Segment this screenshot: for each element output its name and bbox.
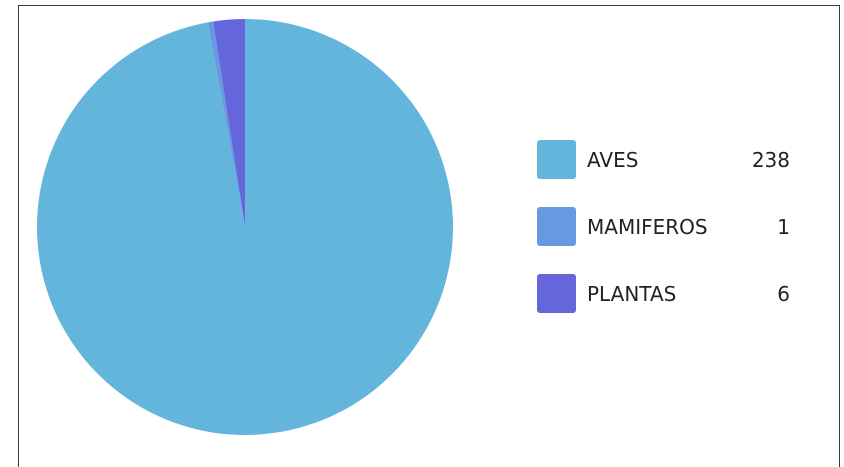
legend-value-plantas: 6 [777,282,790,306]
legend-label-plantas: PLANTAS [587,282,676,306]
pie-slice-mamiferos[interactable] [207,21,245,227]
legend-value-mamiferos: 1 [777,215,790,239]
legend-swatch-aves[interactable] [537,140,576,179]
legend-swatch-plantas[interactable] [537,274,576,313]
pie-slice-aves[interactable] [37,19,454,435]
legend-value-aves: 238 [752,148,790,172]
legend: AVES 238 MAMIFEROS 1 PLANTAS 6 [537,140,790,313]
pie-slices [37,19,454,435]
legend-swatch-mamiferos[interactable] [537,207,576,246]
legend-label-aves: AVES [587,148,638,172]
pie-slice-plantas[interactable] [213,19,245,227]
legend-label-mamiferos: MAMIFEROS [587,215,708,239]
